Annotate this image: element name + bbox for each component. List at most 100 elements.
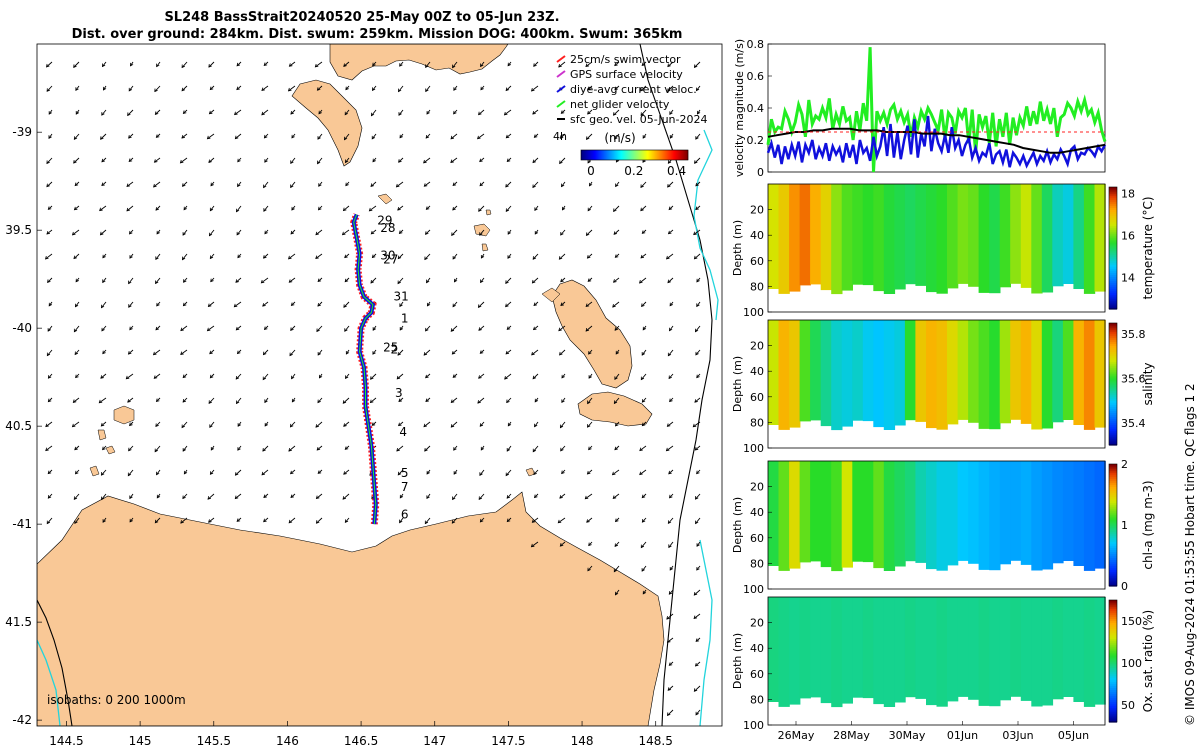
- velocity-arrowhead: [344, 136, 348, 141]
- velocity-arrow: [560, 133, 566, 139]
- velocity-arrow: [695, 637, 701, 642]
- velocity-arrow: [641, 397, 647, 403]
- colorbar-cell: [1109, 375, 1117, 379]
- velocity-arrow: [588, 445, 593, 450]
- velocity-arrowhead: [316, 87, 321, 91]
- velocity-arrow: [640, 85, 647, 92]
- velocity-arrow: [561, 469, 566, 474]
- velocity-arrow: [531, 541, 539, 548]
- velocity-arrowhead: [614, 446, 618, 451]
- velocity-arrow: [73, 253, 80, 259]
- colorbar-cell: [1109, 333, 1117, 336]
- colorbar-cell: [1109, 225, 1117, 229]
- velocity-arrow: [694, 157, 701, 164]
- velocity-arrowhead: [641, 352, 646, 356]
- velocity-arrowhead: [639, 447, 643, 452]
- island: [481, 243, 489, 252]
- velocity-arrowhead: [263, 494, 267, 499]
- velocity-arrowhead: [236, 208, 240, 213]
- velocity-arrowhead: [506, 518, 511, 523]
- velocity-arrowhead: [234, 135, 239, 140]
- velocity-arrow: [209, 109, 215, 115]
- velocity-arrowhead: [669, 398, 673, 403]
- velocity-arrowhead: [695, 520, 699, 525]
- heatmap-cell: [831, 320, 843, 431]
- velocity-arrow: [343, 61, 350, 67]
- velocity-arrow: [560, 301, 566, 306]
- velocity-arrow: [640, 253, 647, 259]
- depth-axis-label: Depth (m): [731, 497, 744, 553]
- velocity-arrow: [345, 373, 350, 379]
- heatmap-frame: [767, 183, 1106, 313]
- heatmap-cell: [1052, 320, 1064, 423]
- heatmap-cell: [852, 461, 864, 562]
- colorbar-cell: [1109, 687, 1117, 690]
- cape-barren-island: [577, 391, 653, 427]
- velocity-arrowhead: [72, 399, 77, 403]
- colorbar-cell: [656, 150, 658, 160]
- colorbar-cell: [1109, 464, 1117, 467]
- velocity-arrow: [182, 181, 188, 187]
- heatmap-cell: [1052, 184, 1064, 287]
- velocity-arrow: [344, 277, 350, 283]
- colorbar-cell: [666, 150, 668, 160]
- colorbar-cell: [655, 150, 657, 160]
- velocity-arrowhead: [182, 495, 186, 500]
- colorbar-cell: [1109, 386, 1117, 389]
- colorbar-cell: [1109, 616, 1117, 619]
- velocity-arrowhead: [558, 63, 562, 68]
- heatmap-cell: [862, 320, 875, 422]
- velocity-arrow: [425, 325, 431, 332]
- velocity-arrow: [317, 133, 323, 140]
- velocity-arrowhead: [101, 112, 105, 116]
- colorbar-cell: [1109, 510, 1117, 514]
- velocity-arrow: [236, 85, 242, 90]
- velocity-arrow: [452, 205, 458, 211]
- depth-tick-label: 80: [750, 693, 764, 706]
- velocity-arrow: [479, 157, 485, 162]
- velocity-arrowhead: [47, 375, 52, 379]
- velocity-arrow: [585, 493, 593, 500]
- velocity-arrow: [450, 157, 458, 163]
- colorbar-cell: [687, 150, 689, 160]
- velocity-arrowhead: [262, 376, 267, 381]
- velocity-arrow: [588, 349, 593, 355]
- colorbar-cell: [1109, 671, 1117, 674]
- velocity-arrow: [129, 421, 134, 426]
- velocity-arrowhead: [667, 88, 671, 93]
- velocity-arrow: [587, 85, 593, 90]
- flinders-island: [551, 279, 633, 389]
- velocity-arrowhead: [182, 110, 187, 114]
- heatmap-cell: [926, 320, 938, 429]
- heatmap-cell: [1083, 597, 1096, 707]
- velocity-arrow: [128, 445, 134, 452]
- velocity-arrow: [397, 469, 404, 476]
- colorbar-cell: [1109, 516, 1117, 520]
- colorbar-cell: [1109, 414, 1117, 418]
- velocity-arrowhead: [453, 110, 457, 115]
- colorbar-cell: [675, 150, 677, 160]
- velocity-arrow: [208, 61, 215, 68]
- series-diye-avg-current-veloc-: [766, 115, 1107, 169]
- colorbar-cell: [1109, 246, 1117, 249]
- heatmap-cell: [789, 461, 801, 569]
- legend-label: sfc geo. vel. 05-Jun-2024: [570, 113, 707, 126]
- velocity-arrowhead: [102, 86, 107, 91]
- island: [377, 193, 393, 205]
- velocity-arrow: [423, 157, 431, 164]
- velocity-arrowhead: [560, 447, 564, 452]
- velocity-arrowhead: [559, 424, 564, 429]
- velocity-arrow: [614, 133, 620, 140]
- colorbar-cell: [1109, 565, 1117, 569]
- velocity-arrow: [182, 445, 188, 452]
- velocity-arrowhead: [614, 254, 619, 258]
- day-label: 28: [380, 221, 395, 235]
- velocity-arrowhead: [262, 303, 266, 307]
- velocity-arrow: [450, 133, 458, 140]
- velocity-arrowhead: [317, 136, 321, 140]
- colorbar-cell: [592, 150, 594, 160]
- velocity-arrowhead: [73, 206, 78, 211]
- velocity-arrowhead: [477, 304, 482, 308]
- y-tick-label: 0.4: [747, 102, 765, 115]
